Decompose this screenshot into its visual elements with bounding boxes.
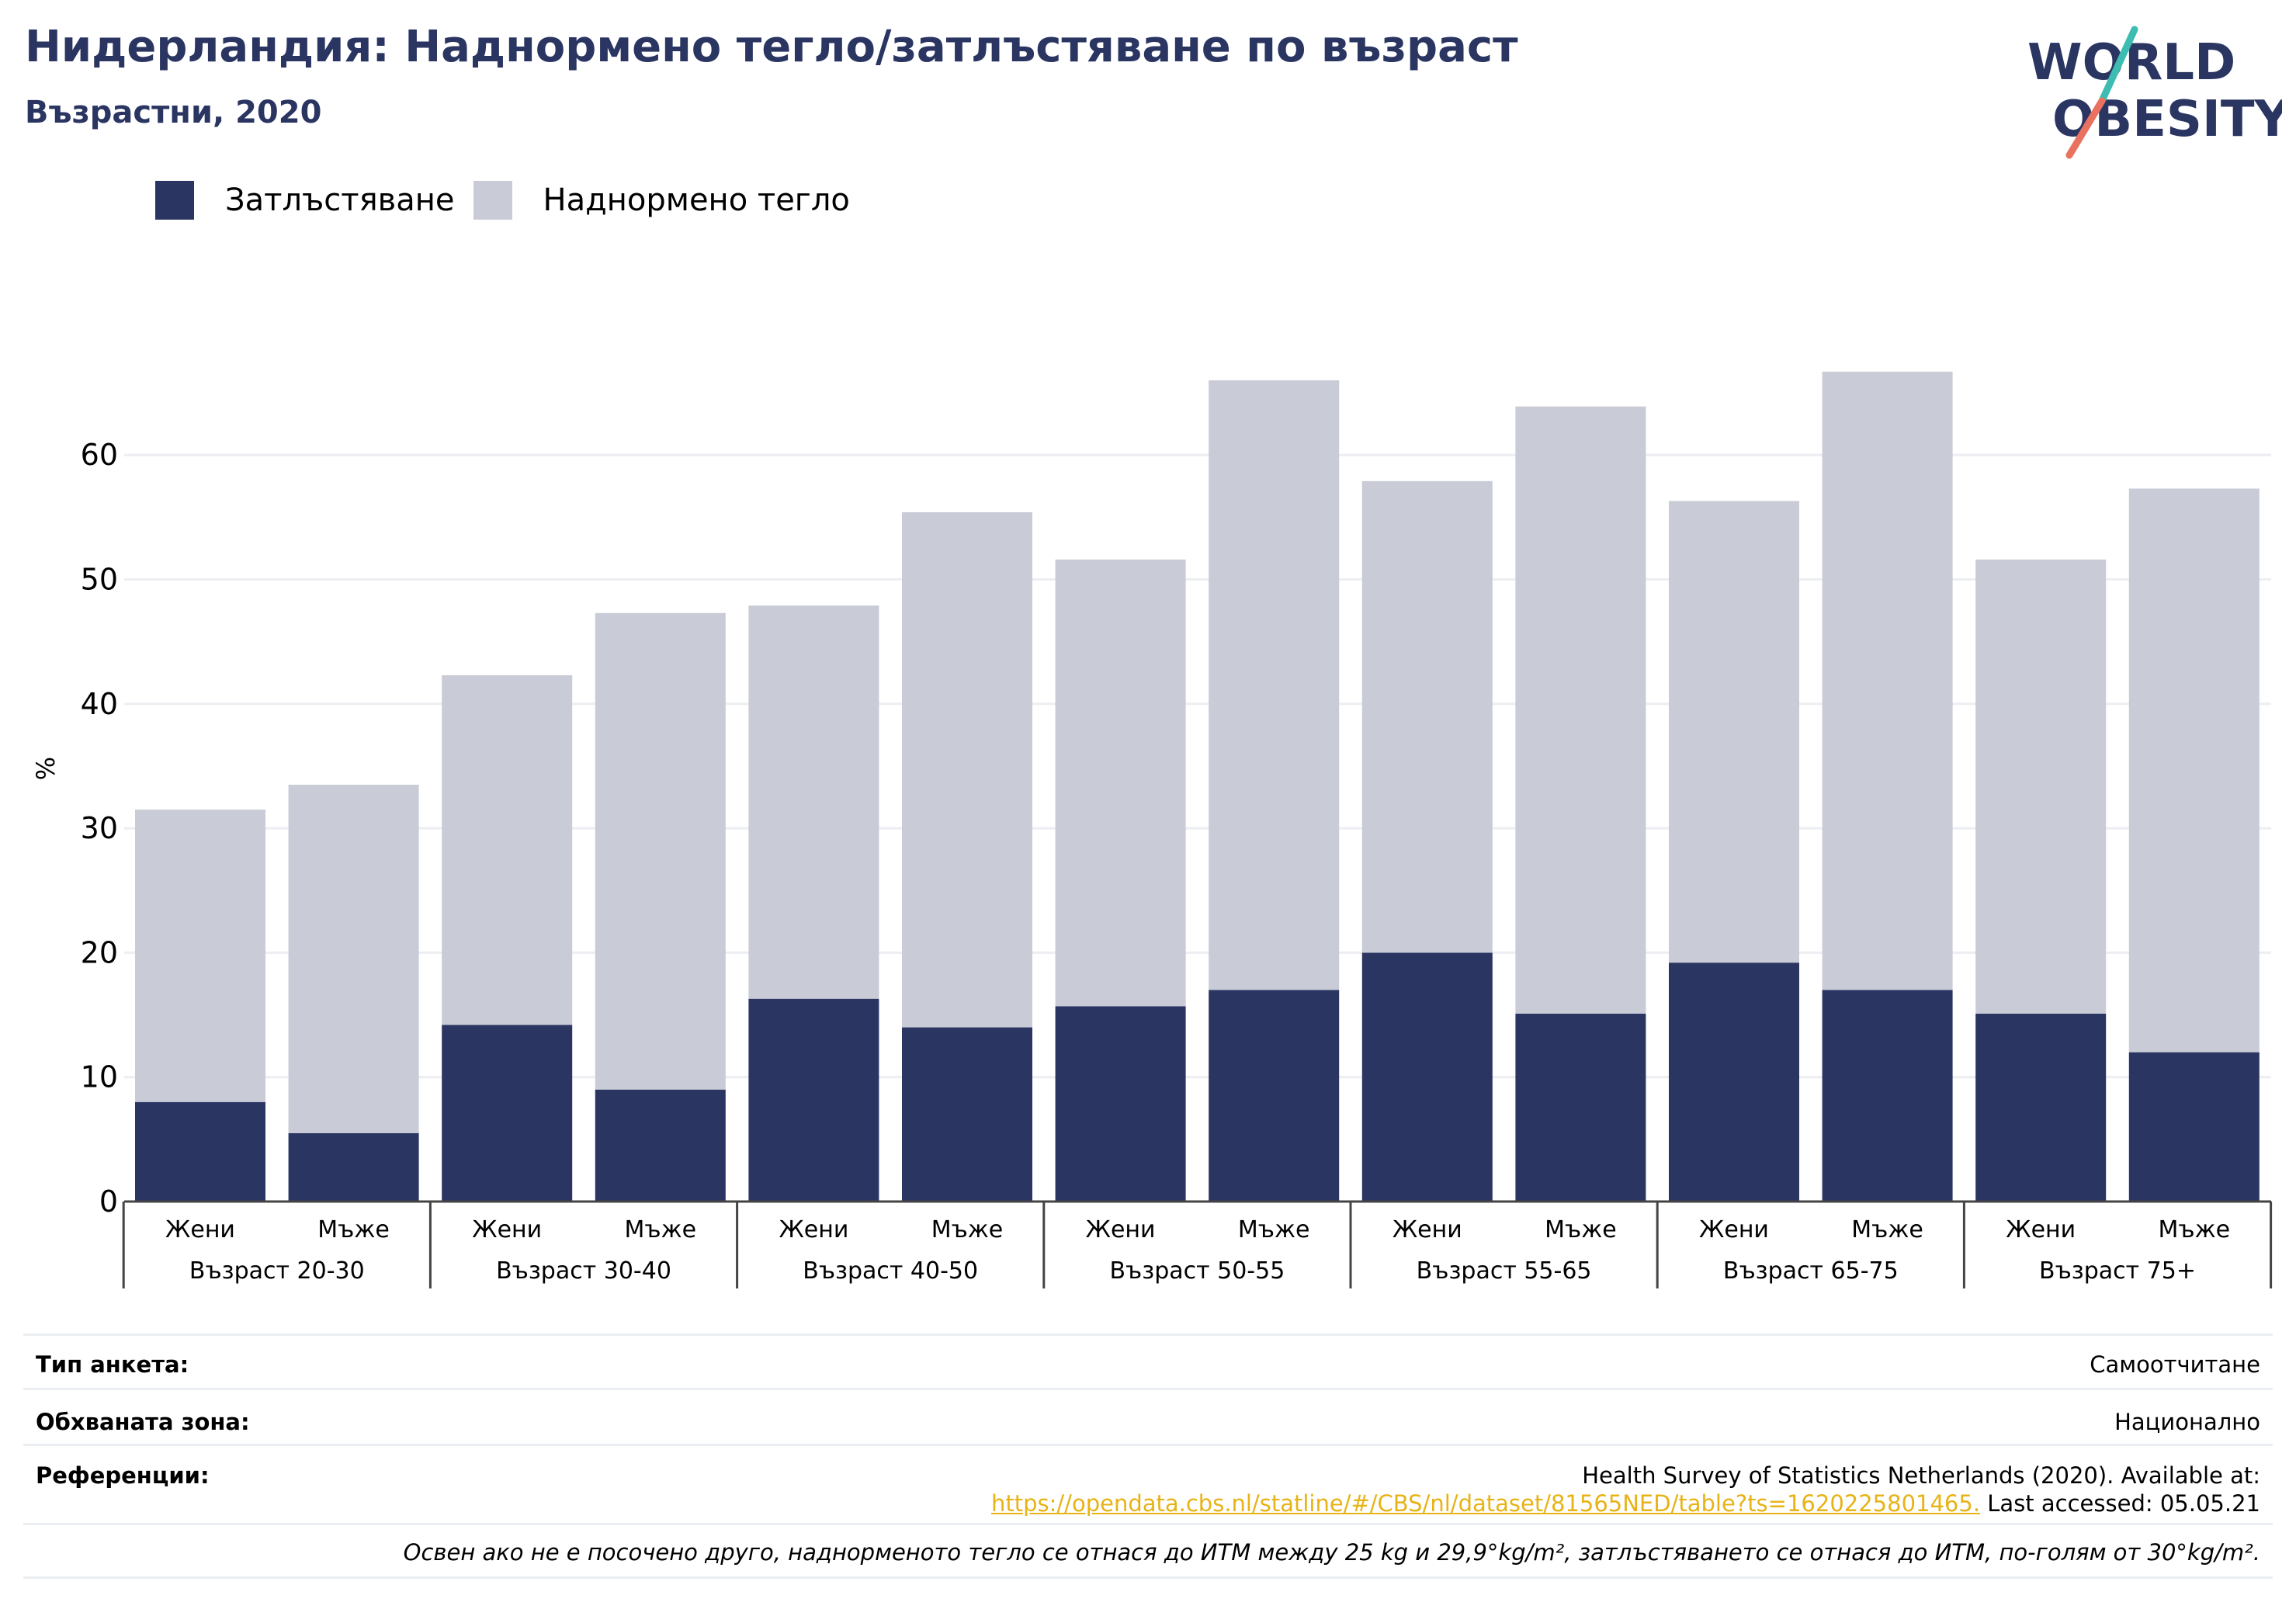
info-table: Тип анкета: Самоотчитане Обхваната зона:… <box>23 1333 2273 1579</box>
world-obesity-logo: WORLD OBESITY <box>2027 26 2282 159</box>
bar-obesity <box>1055 1006 1186 1202</box>
bar-overweight <box>2128 488 2260 1053</box>
bar-overweight <box>902 512 1032 1028</box>
footnote: Освен ако не е посочено друго, наднормен… <box>403 1539 2260 1566</box>
survey-type-value: Самоотчитане <box>2090 1351 2260 1378</box>
x-tick-label: Мъже <box>931 1216 1004 1243</box>
y-tick-label: 40 <box>81 687 118 721</box>
x-tick-label: Мъже <box>1545 1216 1617 1243</box>
survey-type-label: Тип анкета: <box>36 1351 189 1378</box>
x-group-label: Възраст 20-30 <box>189 1257 365 1285</box>
area-label: Обхваната зона: <box>36 1409 250 1435</box>
x-tick-label: Мъже <box>1238 1216 1310 1243</box>
area-value: Национално <box>2114 1409 2260 1435</box>
bar-obesity <box>288 1132 419 1202</box>
x-group-label: Възраст 55-65 <box>1417 1257 1592 1285</box>
x-group-label: Възраст 75+ <box>2039 1257 2196 1285</box>
x-group-label: Възраст 65-75 <box>1723 1257 1899 1285</box>
bar-obesity <box>1361 952 1493 1202</box>
bar-obesity <box>442 1025 573 1202</box>
legend: Затлъстяване Наднормено тегло <box>155 177 869 224</box>
legend-label-obesity: Затлъстяване <box>225 182 455 218</box>
bar-chart: 0 10 20 30 40 50 60 % Жени Мъже Жени Мъже Жени Мъже… <box>31 371 2273 1288</box>
chart-subtitle: Възрастни, 2020 <box>25 95 322 130</box>
bar-overweight <box>1055 559 1186 1007</box>
x-axis-labels: Жени Мъже Жени Мъже Жени Мъже Жени Мъже Жени Мъже… <box>122 1202 2273 1288</box>
y-tick-label: 20 <box>81 935 118 969</box>
references-accessed: Last accessed: 05.05.21 <box>1980 1490 2260 1517</box>
x-tick-label: Мъже <box>625 1216 697 1243</box>
bar-overweight <box>288 784 419 1133</box>
x-tick-label: Жени <box>1393 1216 1462 1243</box>
info-row-footnote: Освен ако не е посочено друго, наднормен… <box>23 1523 2273 1579</box>
y-axis-label: % <box>31 757 61 780</box>
bar-obesity <box>748 998 879 1202</box>
bar-overweight <box>1975 559 2107 1014</box>
x-tick-label: Жени <box>1699 1216 1769 1243</box>
x-tick-label: Мъже <box>317 1216 390 1243</box>
x-tick-label: Жени <box>1086 1216 1156 1243</box>
bar-obesity <box>902 1027 1032 1202</box>
logo-slash-coral <box>2065 97 2106 159</box>
info-row-area: Обхваната зона: Национално <box>23 1388 2273 1444</box>
bars <box>135 371 2260 1202</box>
bar-overweight <box>442 675 573 1025</box>
bar-overweight <box>1669 501 1799 963</box>
legend-item-obesity: Затлъстяване <box>155 181 455 220</box>
legend-label-overweight: Наднормено тегло <box>543 182 850 218</box>
chart-title: Нидерландия: Наднормено тегло/затлъстява… <box>25 22 1518 72</box>
bar-obesity <box>1669 962 1799 1202</box>
x-tick-label: Жени <box>165 1216 235 1243</box>
bar-obesity <box>1975 1013 2107 1202</box>
info-row-survey-type: Тип анкета: Самоотчитане <box>23 1333 2273 1388</box>
info-row-references: Референции: Health Survey of Statistics … <box>23 1444 2273 1523</box>
references-link[interactable]: https://opendata.cbs.nl/statline/#/CBS/n… <box>991 1490 1981 1517</box>
references-label: Референции: <box>36 1462 210 1489</box>
bar-obesity <box>135 1101 265 1202</box>
bar-obesity <box>2128 1052 2260 1202</box>
bar-obesity <box>1515 1013 1646 1202</box>
x-tick-label: Мъже <box>2159 1216 2231 1243</box>
logo-slash-teal <box>2098 26 2138 105</box>
x-tick-label: Жени <box>779 1216 848 1243</box>
bar-obesity <box>595 1089 726 1202</box>
y-axis-ticks: 0 10 20 30 40 50 60 <box>81 438 118 1219</box>
bar-overweight <box>595 612 726 1090</box>
bar-overweight <box>1515 406 1646 1014</box>
bar-obesity <box>1822 990 1953 1202</box>
x-group-label: Възраст 30-40 <box>496 1257 671 1285</box>
x-group-label: Възраст 40-50 <box>803 1257 978 1285</box>
legend-swatch-obesity <box>155 181 194 220</box>
bar-overweight <box>1822 371 1953 990</box>
y-tick-label: 50 <box>81 563 118 597</box>
y-tick-label: 60 <box>81 438 118 472</box>
bar-obesity <box>1209 990 1340 1202</box>
bar-overweight <box>1361 480 1493 953</box>
legend-swatch-overweight <box>473 181 512 220</box>
x-tick-label: Жени <box>2006 1216 2076 1243</box>
bar-overweight <box>1209 380 1340 990</box>
x-tick-label: Жени <box>472 1216 542 1243</box>
y-tick-label: 30 <box>81 811 118 845</box>
y-tick-label: 10 <box>81 1060 118 1094</box>
bar-overweight <box>748 605 879 999</box>
x-group-label: Възраст 50-55 <box>1109 1257 1285 1285</box>
y-tick-label: 0 <box>99 1184 118 1219</box>
bar-overweight <box>135 810 265 1102</box>
x-tick-label: Мъже <box>1851 1216 1923 1243</box>
references-value: Health Survey of Statistics Netherlands … <box>991 1462 2260 1517</box>
references-text: Health Survey of Statistics Netherlands … <box>1582 1462 2260 1489</box>
legend-item-overweight: Наднормено тегло <box>473 181 850 220</box>
